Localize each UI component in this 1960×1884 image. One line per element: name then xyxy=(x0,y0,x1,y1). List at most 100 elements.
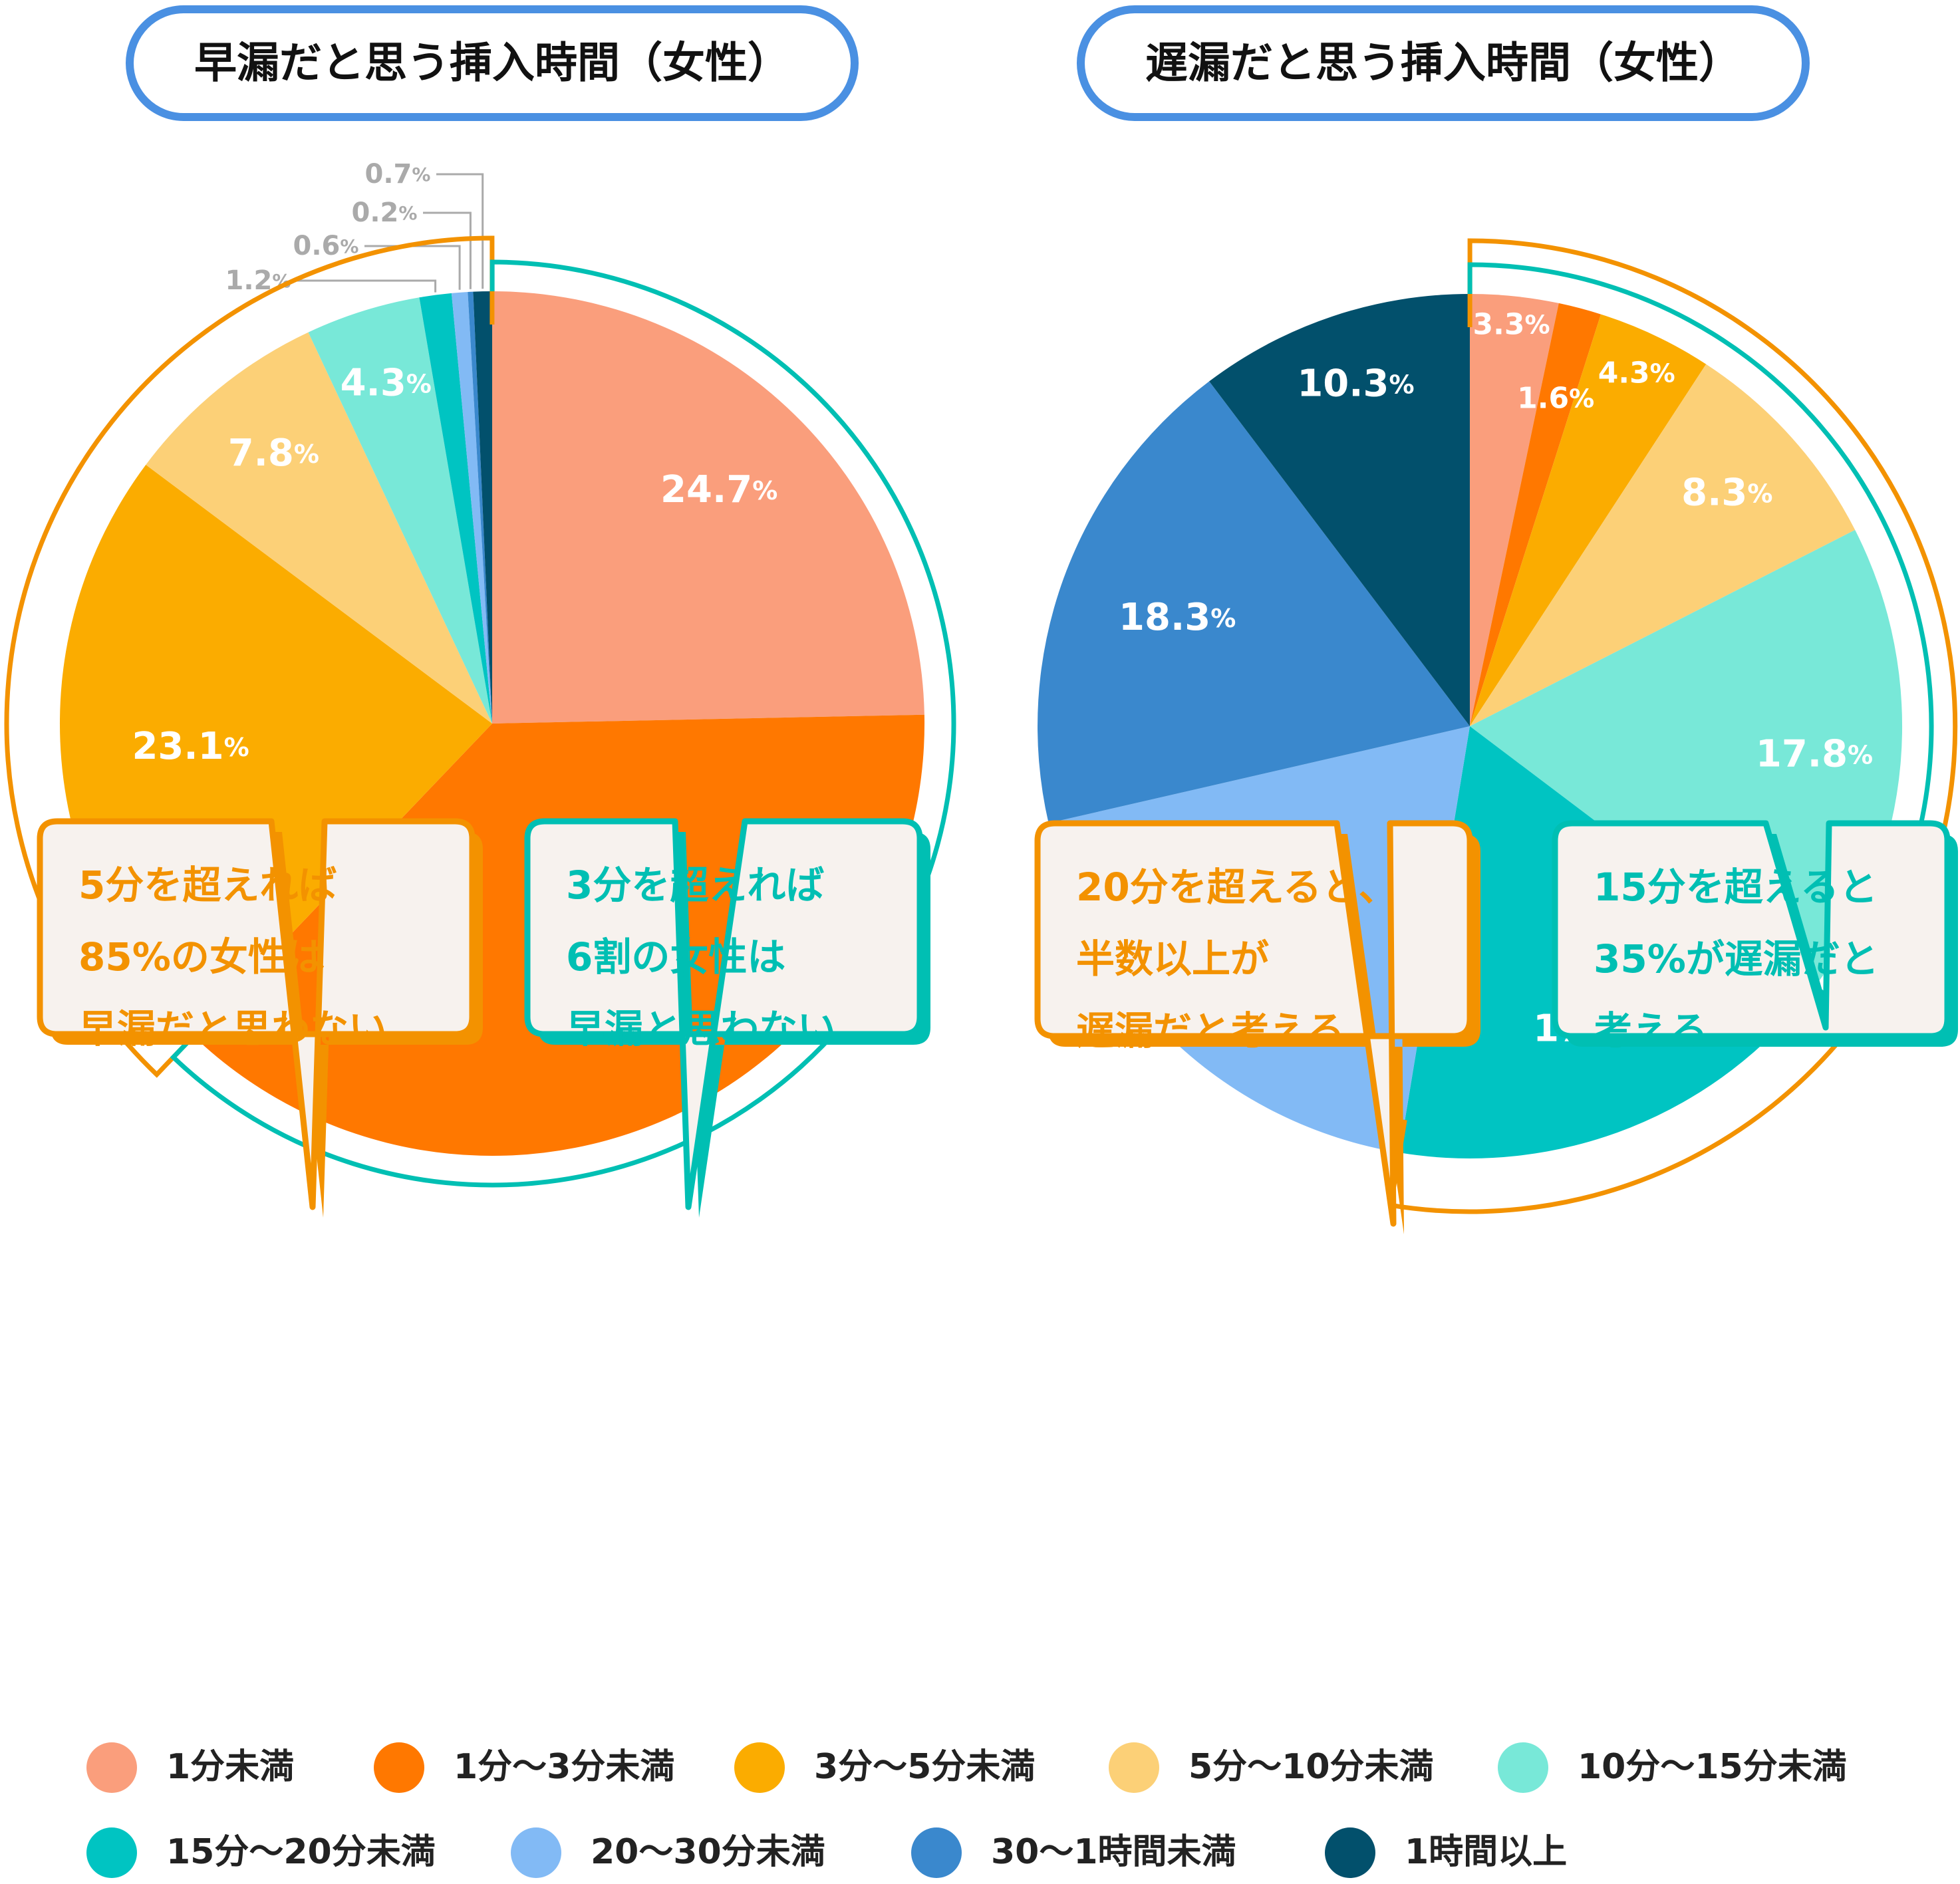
slice-label-unit: % xyxy=(1848,740,1873,769)
slice-label-unit: % xyxy=(406,369,432,398)
legend-swatch xyxy=(86,1742,137,1793)
small-slice-label: 1.2% xyxy=(225,265,291,296)
legend-swatch xyxy=(1498,1742,1548,1793)
pie-slice xyxy=(451,292,492,724)
callout-line: 20分を超えると、 xyxy=(1076,865,1397,910)
legend-swatch xyxy=(86,1827,137,1878)
legend-item: 30～1時間未満 xyxy=(911,1827,1236,1878)
legend-item: 1分～3分未満 xyxy=(374,1742,674,1793)
pie-chart-premature: 早漏だと思う挿入時間（女性）24.7%37.5%23.1%7.8%4.3%1.2… xyxy=(4,5,956,1218)
leader-line xyxy=(297,279,437,293)
slice-label: 8.3% xyxy=(1681,471,1772,515)
callout-box xyxy=(37,818,476,1210)
pie-slice xyxy=(1470,314,1707,727)
callout-box xyxy=(1034,820,1473,1227)
legend-label: 30～1時間未満 xyxy=(991,1832,1236,1872)
callout-line: 6割の女性は xyxy=(566,934,785,980)
bracket-orange xyxy=(1388,238,1958,1214)
legend-item: 10分～15分未満 xyxy=(1498,1742,1847,1793)
pie-slice xyxy=(308,297,492,724)
legend-label: 5分～10分未満 xyxy=(1189,1747,1434,1787)
legend-label: 1分～3分未満 xyxy=(454,1747,674,1787)
legend-swatch xyxy=(1109,1742,1159,1793)
slice-label-value: 3.3 xyxy=(1473,308,1525,342)
slice-label: 18.3% xyxy=(1119,596,1236,639)
pie-slice xyxy=(1470,303,1601,726)
callout-line: 半数以上が xyxy=(1076,936,1269,982)
legend-item: 1分未満 xyxy=(86,1742,294,1793)
legend-swatch xyxy=(911,1827,962,1878)
slice-label: 23.1% xyxy=(132,725,249,768)
callout-line: 早漏と思わない xyxy=(566,1006,836,1051)
small-slice-label-value: 1.2 xyxy=(225,265,273,296)
pie-slice xyxy=(1038,381,1470,823)
small-slice-label-value: 0.2 xyxy=(352,198,399,228)
legend-item: 1時間以上 xyxy=(1325,1827,1567,1878)
legend-item: 20～30分未満 xyxy=(511,1827,825,1878)
slice-label-unit: % xyxy=(294,440,319,469)
pie-slice xyxy=(1470,364,1856,726)
callout-line: 5分を超えれば xyxy=(78,863,337,908)
legend-swatch xyxy=(511,1827,561,1878)
leader-line xyxy=(436,173,484,289)
pie-slice xyxy=(419,293,492,724)
slice-label-value: 7.8 xyxy=(228,432,294,475)
legend-label: 1分未満 xyxy=(166,1747,294,1787)
slice-label: 17.8% xyxy=(1756,733,1873,776)
slice-label-value: 18.3 xyxy=(1119,596,1210,639)
small-slice-label-value: 0.6 xyxy=(293,231,341,261)
legend-swatch xyxy=(734,1742,785,1793)
pie-slice xyxy=(1209,294,1470,726)
legend-label: 1時間以上 xyxy=(1405,1832,1567,1872)
legend-swatch xyxy=(1325,1827,1375,1878)
slice-label-unit: % xyxy=(1524,310,1550,339)
small-slice-label-unit: % xyxy=(398,202,417,224)
small-slice-label: 0.6% xyxy=(293,231,359,261)
pie-slice xyxy=(1470,529,1903,987)
slice-label-value: 4.3 xyxy=(1598,356,1650,390)
slice-label-unit: % xyxy=(224,732,249,761)
slice-label-value: 17.8 xyxy=(1756,733,1848,776)
legend-label: 10分～15分未満 xyxy=(1578,1747,1847,1787)
callout-line: 35%が遅漏だと xyxy=(1594,936,1879,982)
slice-label: 7.8% xyxy=(228,432,319,475)
callout-line: 遅漏だと考える xyxy=(1076,1008,1345,1053)
small-slice-label-value: 0.7 xyxy=(365,159,412,190)
pie-chart-delayed: 遅漏だと思う挿入時間（女性）3.3%1.6%4.3%8.3%17.8%17.3%… xyxy=(1034,5,1958,1234)
callout-box xyxy=(524,818,923,1210)
slice-label: 4.3% xyxy=(341,362,432,405)
title-pill xyxy=(126,5,859,121)
slice-label: 1.6% xyxy=(1517,382,1594,416)
slice-label-value: 8.3 xyxy=(1681,471,1747,515)
slice-label-value: 23.1 xyxy=(132,725,223,768)
callout-line: 3分を超えれば xyxy=(566,863,824,908)
slice-label-unit: % xyxy=(1650,358,1675,388)
small-slice-label: 0.2% xyxy=(352,198,418,228)
callout-line: 15分を超えると xyxy=(1594,865,1878,910)
legend-item: 3分～5分未満 xyxy=(734,1742,1035,1793)
slice-label-unit: % xyxy=(1747,479,1772,508)
legend-label: 3分～5分未満 xyxy=(814,1747,1035,1787)
slice-label: 3.3% xyxy=(1473,308,1550,342)
legend-item: 15分～20分未満 xyxy=(86,1827,436,1878)
slice-label-value: 1.6 xyxy=(1517,382,1569,416)
legend: 1分未満 1分～3分未満 3分～5分未満 5分～10分未満 10分～15分未満 15分～2… xyxy=(86,1742,1847,1878)
slice-label-value: 24.7 xyxy=(660,468,752,511)
chart-title: 早漏だと思う挿入時間（女性） xyxy=(194,39,790,88)
slice-label-value: 10.3 xyxy=(1297,362,1389,406)
legend-label: 20～30分未満 xyxy=(591,1832,825,1872)
small-slice-label-unit: % xyxy=(340,235,358,257)
legend-item: 5分～10分未満 xyxy=(1109,1742,1434,1793)
slice-label-value: 4.3 xyxy=(341,362,406,405)
legend-swatch xyxy=(374,1742,424,1793)
callout-line: 早漏だと思わない xyxy=(78,1006,387,1051)
title-pill xyxy=(1077,5,1810,121)
slice-label-unit: % xyxy=(1389,370,1415,399)
callout-box xyxy=(1552,820,1951,1039)
pie-slice xyxy=(1470,293,1559,726)
slice-label: 10.3% xyxy=(1297,362,1414,406)
slice-label-unit: % xyxy=(752,475,777,505)
pie-slice xyxy=(492,291,924,724)
pie-slice xyxy=(468,291,492,724)
